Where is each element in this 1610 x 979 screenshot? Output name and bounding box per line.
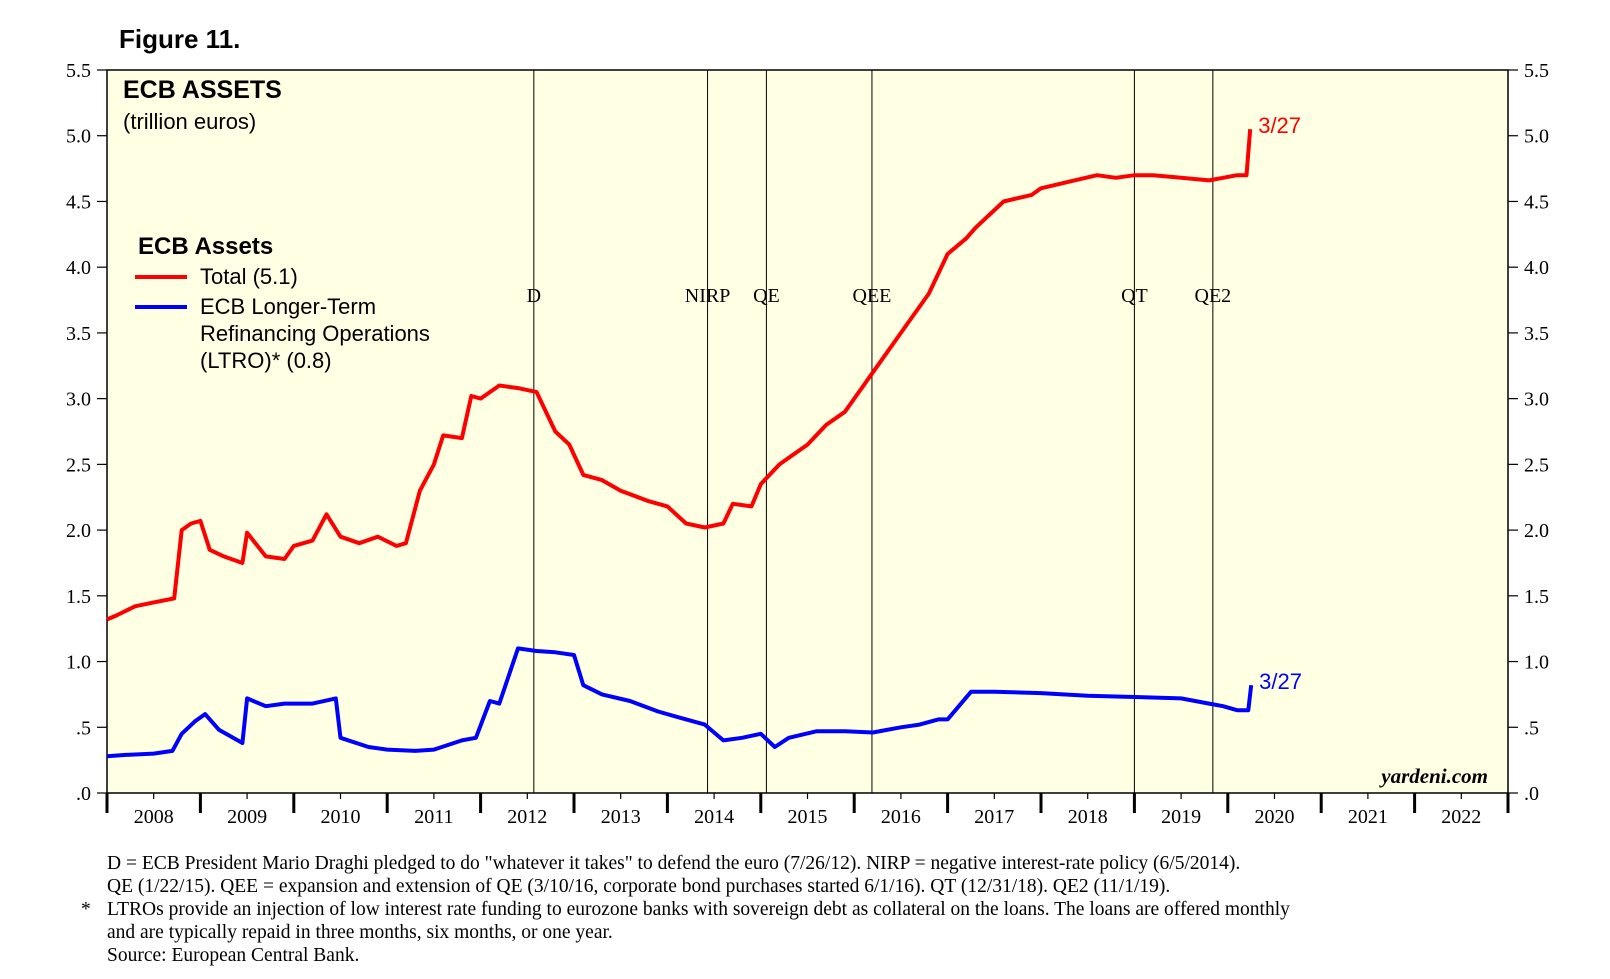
x-tick-label: 2011 [414,806,453,828]
y-tick-label-right: 2.0 [1524,520,1549,542]
y-tick-label-left: 5.5 [66,60,91,82]
y-tick-label-right: 1.0 [1524,652,1549,674]
event-label: D [527,285,541,307]
x-axis: 2008 2009 2010 2011 2012 2013 2014 2015 2016 2017… [105,793,1510,828]
event-label: QT [1121,285,1148,307]
legend: ECB Assets Total (5.1) ECB Longer-Term R… [135,233,436,373]
x-tick-label: 2008 [134,806,174,828]
x-tick-label: 2010 [321,806,361,828]
event-label: QE2 [1195,285,1232,307]
event-label: NIRP [685,285,731,307]
x-tick-label: 2022 [1441,806,1481,828]
y-tick-label-left: 1.0 [66,652,91,674]
y-tick-label-right: .5 [1524,717,1539,739]
note-line-4: and are typically repaid in three months… [107,922,613,943]
x-tick-label: 2017 [974,806,1014,828]
y-tick-label-right: 4.0 [1524,257,1549,279]
y-tick-label-left: 5.0 [66,126,91,148]
note-line-3: * LTROs provide an injection of low inte… [81,898,1547,921]
y-tick-label-right: 4.5 [1524,191,1549,213]
y-tick-label-left: .0 [76,783,91,805]
series-group: 3/27 3/27 [106,113,1302,759]
x-tick-label: 2009 [227,806,267,828]
chart-title: ECB ASSETS [123,76,282,104]
series-line-ltro [106,646,1254,759]
note-asterisk: * [81,899,91,920]
x-tick-label: 2014 [694,806,734,828]
y-tick-label-right: 5.5 [1524,60,1549,82]
x-tick-label: 2016 [881,806,921,828]
footnotes: D = ECB President Mario Draghi pledged t… [81,852,1547,967]
y-tick-label-left: 4.0 [66,257,91,279]
series-end-label: 3/27 [1258,113,1301,138]
event-lines: D NIRP QE QEE QT QE2 [527,70,1232,793]
x-tick-label: 2013 [601,806,641,828]
note-line-1: D = ECB President Mario Draghi pledged t… [107,853,1241,874]
x-tick-label: 2015 [788,806,828,828]
x-tick-label: 2021 [1348,806,1388,828]
x-tick-label: 2012 [507,806,547,828]
y-tick-label-right: .0 [1524,783,1539,805]
note-line-3-text: LTROs provide an injection of low intere… [107,899,1290,920]
figure-label: Figure 11. [119,24,241,54]
y-tick-label-right: 3.0 [1524,389,1549,411]
y-tick-label-right: 5.0 [1524,126,1549,148]
y-tick-label-left: 2.5 [66,454,91,476]
event-label: QE [753,285,780,307]
y-tick-label-right: 3.5 [1524,323,1549,345]
y-tick-label-left: 3.0 [66,389,91,411]
y-tick-label-left: .5 [76,717,91,739]
right-axis: 5.5 5.0 4.5 4.0 3.5 3.0 2.5 2.0 1.5 1.0 .5 .0 [1508,60,1549,805]
left-axis: 5.5 5.0 4.5 4.0 3.5 3.0 2.5 2.0 1.5 1.0 .5 .0 [66,60,107,805]
x-tick-label: 2020 [1255,806,1295,828]
event-label: QEE [853,285,892,307]
y-tick-label-right: 2.5 [1524,454,1549,476]
legend-label-ltro: ECB Longer-Term Refinancing Operations (… [200,294,436,373]
chart-subtitle: (trillion euros) [123,109,256,134]
series-line-total [106,129,1253,622]
note-source: Source: European Central Bank. [107,945,360,966]
note-line-2: QE (1/22/15). QEE = expansion and extens… [107,876,1171,897]
x-tick-label: 2019 [1161,806,1201,828]
y-tick-label-right: 1.5 [1524,586,1549,608]
watermark: yardeni.com [1378,764,1488,788]
legend-label-total: Total (5.1) [200,264,298,289]
series-end-label: 3/27 [1259,669,1302,694]
y-tick-label-left: 2.0 [66,520,91,542]
y-tick-label-left: 3.5 [66,323,91,345]
y-tick-label-left: 4.5 [66,191,91,213]
legend-title: ECB Assets [138,233,273,260]
y-tick-label-left: 1.5 [66,586,91,608]
plot-area [106,69,1509,794]
x-tick-label: 2018 [1068,806,1108,828]
